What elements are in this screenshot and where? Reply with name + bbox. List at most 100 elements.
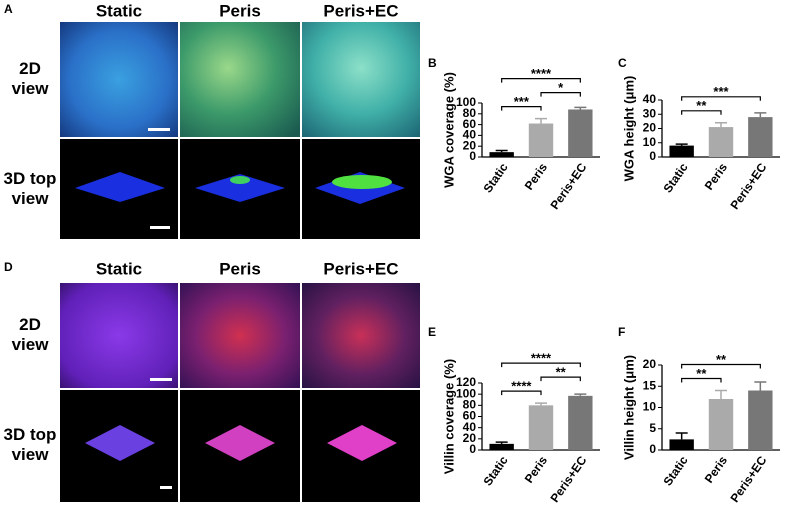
x-tick-label: Static bbox=[661, 453, 691, 488]
x-tick-label: Peris bbox=[522, 160, 550, 192]
scale-bar bbox=[148, 128, 170, 131]
row-label-line: view bbox=[12, 79, 50, 98]
y-axis-label: Villin height (μm) bbox=[621, 355, 636, 460]
y-tick-label: 20 bbox=[463, 431, 477, 445]
image bbox=[302, 283, 420, 388]
y-tick-label: 20 bbox=[643, 357, 657, 371]
row-label: 2D view bbox=[12, 59, 50, 98]
row-label-line: 3D top bbox=[4, 169, 57, 188]
significance-bracket bbox=[681, 363, 761, 369]
y-tick-label: 0 bbox=[469, 149, 476, 163]
error-bar bbox=[675, 143, 688, 146]
image bbox=[60, 22, 178, 137]
significance-label: ** bbox=[696, 366, 707, 381]
significance-label: **** bbox=[531, 66, 552, 81]
y-tick-label: 15 bbox=[643, 378, 657, 392]
x-tick-label: Peris bbox=[702, 453, 730, 485]
image-blob bbox=[332, 175, 392, 189]
bar bbox=[669, 439, 694, 450]
bar bbox=[568, 109, 593, 157]
y-tick-label: 20 bbox=[643, 121, 657, 135]
panel-label: B bbox=[428, 56, 437, 70]
error-bar bbox=[715, 389, 727, 399]
scale-bar bbox=[150, 378, 172, 381]
panel-label: D bbox=[4, 260, 13, 274]
y-tick-label: 100 bbox=[456, 386, 476, 400]
image bbox=[302, 22, 420, 137]
y-tick-label: 80 bbox=[463, 398, 477, 412]
error-bar bbox=[754, 112, 767, 118]
significance-label: *** bbox=[514, 94, 530, 109]
significance-label: ** bbox=[696, 98, 707, 113]
bar bbox=[528, 123, 554, 157]
significance-label: ** bbox=[716, 352, 727, 367]
significance-label: **** bbox=[531, 351, 552, 366]
column-header: Peris+EC bbox=[323, 259, 398, 278]
significance-label: * bbox=[558, 80, 564, 95]
image-blob bbox=[327, 425, 397, 461]
error-bar bbox=[574, 106, 587, 110]
y-tick-label: 10 bbox=[643, 135, 657, 149]
error-bar bbox=[495, 441, 508, 444]
significance-bracket bbox=[501, 78, 581, 83]
significance-label: ** bbox=[556, 365, 567, 380]
image-blob bbox=[195, 174, 285, 202]
image-blob bbox=[85, 425, 155, 461]
significance-label: *** bbox=[713, 84, 729, 99]
row-label-line: 2D bbox=[19, 59, 41, 78]
y-tick-label: 0 bbox=[649, 442, 656, 456]
error-bar bbox=[495, 149, 508, 153]
image-blob bbox=[205, 425, 275, 461]
y-tick-label: 100 bbox=[456, 95, 476, 109]
panel-label: C bbox=[618, 56, 627, 70]
panel-label: E bbox=[428, 325, 436, 339]
y-tick-label: 60 bbox=[463, 117, 477, 131]
column-header: Peris bbox=[219, 259, 261, 278]
bar bbox=[669, 145, 694, 157]
image-blob bbox=[75, 172, 165, 202]
image bbox=[60, 283, 178, 388]
microscopy-images bbox=[60, 22, 420, 502]
y-axis-label: WGA height (μm) bbox=[621, 76, 636, 182]
x-tick-label: Peris+EC bbox=[727, 453, 769, 505]
y-tick-label: 30 bbox=[643, 106, 657, 120]
bar bbox=[489, 443, 514, 450]
x-tick-label: Static bbox=[481, 453, 511, 488]
x-tick-label: Peris+EC bbox=[547, 160, 589, 212]
y-tick-label: 60 bbox=[463, 409, 477, 423]
row-label: 3D top view bbox=[4, 169, 57, 208]
y-tick-label: 40 bbox=[463, 128, 477, 142]
error-bar bbox=[535, 402, 547, 406]
bar bbox=[568, 395, 593, 450]
row-label: 2D view bbox=[12, 315, 50, 354]
y-tick-label: 5 bbox=[649, 421, 656, 435]
bar bbox=[708, 127, 734, 157]
y-tick-label: 10 bbox=[643, 400, 657, 414]
y-tick-label: 20 bbox=[463, 138, 477, 152]
y-tick-label: 0 bbox=[649, 149, 656, 163]
bar bbox=[748, 117, 773, 157]
significance-bracket bbox=[540, 92, 581, 97]
bar bbox=[708, 399, 734, 450]
y-tick-label: 0 bbox=[469, 442, 476, 456]
y-axis-label: WGA coverage (%) bbox=[441, 72, 456, 188]
bar bbox=[528, 405, 554, 450]
x-tick-label: Peris+EC bbox=[547, 453, 589, 505]
significance-bracket bbox=[501, 106, 542, 111]
significance-bracket bbox=[681, 96, 761, 101]
error-bar bbox=[535, 117, 547, 124]
row-label-line: view bbox=[12, 445, 50, 464]
column-header: Peris+EC bbox=[323, 1, 398, 20]
x-tick-label: Peris+EC bbox=[727, 160, 769, 212]
x-tick-label: Static bbox=[661, 160, 691, 195]
panel-label: F bbox=[618, 325, 625, 339]
column-header: Static bbox=[96, 259, 142, 278]
row-label: 3D top view bbox=[4, 425, 57, 464]
row-label-line: view bbox=[12, 335, 50, 354]
error-bar bbox=[754, 381, 767, 391]
y-tick-label: 40 bbox=[463, 420, 477, 434]
error-bar bbox=[715, 122, 727, 128]
significance-label: **** bbox=[511, 379, 532, 394]
error-bar bbox=[574, 393, 587, 396]
scale-bar bbox=[150, 226, 170, 229]
